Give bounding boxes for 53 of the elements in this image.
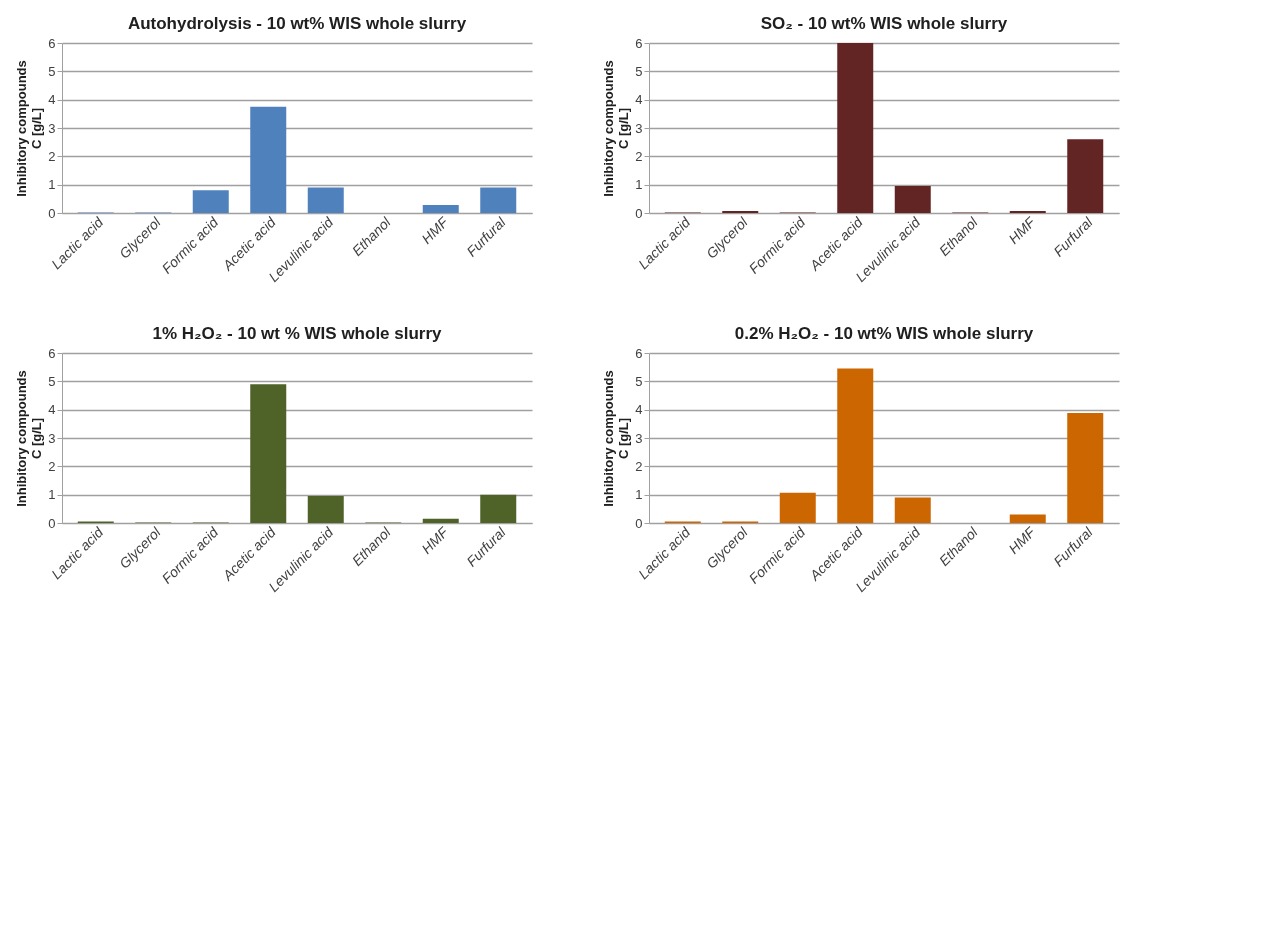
bar <box>422 205 459 213</box>
y-tick-label: 6 <box>635 345 643 361</box>
bar <box>250 106 287 213</box>
chart-title: 1% H₂O₂ - 10 wt % WIS whole slurry <box>152 324 443 343</box>
y-tick-label: 5 <box>635 63 643 79</box>
y-tick-label: 4 <box>635 402 643 418</box>
bar <box>1067 139 1104 213</box>
bar <box>837 368 874 523</box>
y-tick-label: 3 <box>48 430 56 446</box>
bar <box>307 496 344 523</box>
y-tick-label: 5 <box>48 373 56 389</box>
bar <box>307 187 344 213</box>
bar <box>192 190 229 213</box>
y-tick-label: 1 <box>48 177 56 193</box>
y-tick-label: 2 <box>48 148 56 164</box>
bar <box>1067 413 1104 523</box>
y-tick-label: 1 <box>48 487 56 503</box>
y-tick-label: 2 <box>635 148 643 164</box>
chart-title: SO₂ - 10 wt% WIS whole slurry <box>760 14 1008 33</box>
bar <box>1009 514 1046 523</box>
bar <box>894 186 931 213</box>
bar <box>894 497 931 523</box>
y-tick-label: 6 <box>48 345 56 361</box>
bar <box>779 492 816 523</box>
bar <box>480 187 517 213</box>
y-tick-label: 1 <box>635 177 643 193</box>
bar <box>422 518 459 523</box>
y-tick-label: 3 <box>48 120 56 136</box>
y-tick-label: 6 <box>48 35 56 51</box>
y-tick-label: 4 <box>48 92 56 108</box>
y-axis-title: Inhibitory compounds C [g/L] <box>14 370 45 507</box>
bar <box>480 494 517 523</box>
chart-title: Autohydrolysis - 10 wt% WIS whole slurry <box>127 14 467 33</box>
y-tick-label: 0 <box>635 515 643 531</box>
y-tick-label: 0 <box>48 205 56 221</box>
y-axis-title: Inhibitory compounds C [g/L] <box>601 370 632 507</box>
y-axis-title: Inhibitory compounds C [g/L] <box>14 60 45 197</box>
y-tick-label: 0 <box>635 205 643 221</box>
y-tick-label: 6 <box>635 35 643 51</box>
y-tick-label: 4 <box>48 402 56 418</box>
y-axis-title: Inhibitory compounds C [g/L] <box>601 60 632 197</box>
y-tick-label: 5 <box>635 373 643 389</box>
y-tick-label: 1 <box>635 487 643 503</box>
y-tick-label: 3 <box>635 430 643 446</box>
bar <box>837 43 874 213</box>
y-tick-label: 4 <box>635 92 643 108</box>
y-tick-label: 2 <box>48 458 56 474</box>
y-tick-label: 2 <box>635 458 643 474</box>
y-tick-label: 3 <box>635 120 643 136</box>
y-tick-label: 0 <box>48 515 56 531</box>
bar <box>250 384 287 523</box>
y-tick-label: 5 <box>48 63 56 79</box>
chart-title: 0.2% H₂O₂ - 10 wt% WIS whole slurry <box>734 324 1034 343</box>
